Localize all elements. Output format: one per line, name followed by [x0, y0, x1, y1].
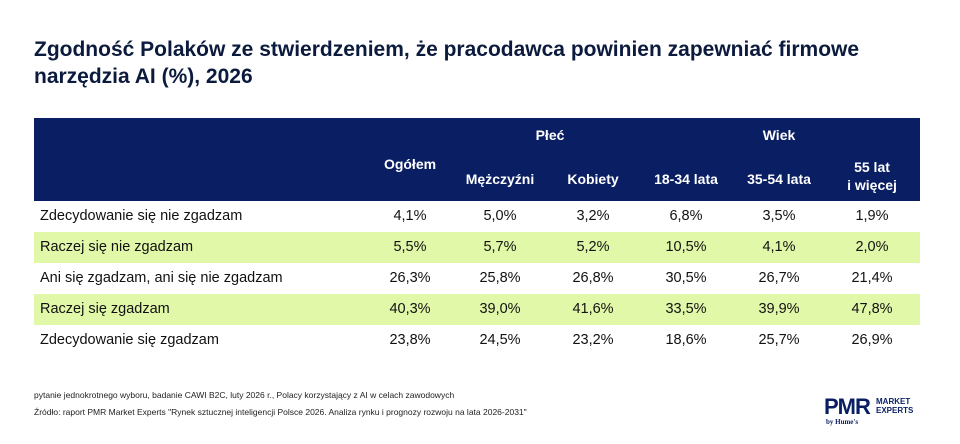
- table-row: Raczej się nie zgadzam 5,5% 5,7% 5,2% 10,5% 4…: [34, 232, 920, 263]
- chart-title: Zgodność Polaków ze stwierdzeniem, że pr…: [34, 38, 860, 88]
- cell-value: 41,6%: [572, 301, 614, 317]
- cell-value: 5,0%: [483, 208, 517, 224]
- cell-value: 40,3%: [389, 301, 431, 317]
- footnote: pytanie jednokrotnego wyboru, badanie CA…: [34, 390, 455, 400]
- cell-value: 4,1%: [762, 239, 796, 255]
- table-header: Płeć Wiek Ogółem Mężczyźni Kobiety 18-34…: [34, 118, 920, 201]
- cell-value: 1,9%: [855, 208, 889, 224]
- table-row: Zdecydowanie się nie zgadzam 4,1% 5,0% 3,2%…: [34, 201, 920, 232]
- cell-value: 5,5%: [393, 239, 427, 255]
- row-label: Zdecydowanie się zgadzam: [40, 332, 219, 348]
- cell-value: 23,2%: [572, 332, 614, 348]
- col-header-line1: 55 lat: [854, 159, 890, 175]
- cell-value: 4,1%: [393, 208, 427, 224]
- row-label: Ani się zgadzam, ani się nie zgadzam: [40, 270, 283, 286]
- data-table: Płeć Wiek Ogółem Mężczyźni Kobiety 18-34…: [34, 118, 920, 356]
- cell-value: 21,4%: [851, 270, 893, 286]
- cell-value: 26,3%: [389, 270, 431, 286]
- table-row: Raczej się zgadzam 40,3% 39,0% 41,6% 33,5% 39…: [34, 294, 920, 325]
- cell-value: 23,8%: [389, 332, 431, 348]
- cell-value: 26,8%: [572, 270, 614, 286]
- col-header-line2: i więcej: [847, 177, 897, 193]
- cell-value: 25,7%: [758, 332, 800, 348]
- logo-by: by Hume's: [826, 418, 859, 426]
- cell-value: 39,9%: [758, 301, 800, 317]
- logo-sub: MARKET EXPERTS: [876, 397, 913, 415]
- cell-value: 39,0%: [479, 301, 521, 317]
- cell-value: 24,5%: [479, 332, 521, 348]
- table-row: Zdecydowanie się zgadzam 23,8% 24,5% 23,2% 1…: [34, 325, 920, 356]
- cell-value: 33,5%: [665, 301, 707, 317]
- cell-value: 3,5%: [762, 208, 796, 224]
- cell-value: 2,0%: [855, 239, 889, 255]
- pmr-logo: PMR MARKET EXPERTS by Hume's: [824, 394, 913, 426]
- col-header: Ogółem: [383, 156, 437, 172]
- cell-value: 26,7%: [758, 270, 800, 286]
- col-header: Kobiety: [567, 171, 619, 187]
- logo-sub1: MARKET: [876, 397, 911, 406]
- cell-value: 47,8%: [851, 301, 893, 317]
- cell-value: 6,8%: [669, 208, 703, 224]
- col-header: 35-54 lata: [747, 171, 811, 187]
- cell-value: 3,2%: [576, 208, 610, 224]
- col-header: 18-34 lata: [654, 171, 718, 187]
- logo-sub2: EXPERTS: [876, 406, 914, 415]
- group-header-wiek: Wiek: [762, 127, 796, 143]
- cell-value: 10,5%: [665, 239, 707, 255]
- row-label: Raczej się nie zgadzam: [40, 239, 194, 255]
- col-header: Mężczyźni: [465, 171, 535, 187]
- logo-main: PMR: [824, 394, 871, 419]
- table-row: Ani się zgadzam, ani się nie zgadzam 26,3…: [34, 263, 920, 294]
- group-header-plec: Płeć: [535, 127, 565, 143]
- row-label: Zdecydowanie się nie zgadzam: [40, 208, 243, 224]
- cell-value: 26,9%: [851, 332, 893, 348]
- cell-value: 30,5%: [665, 270, 707, 286]
- col-header: 55 lat i więcej: [847, 158, 897, 194]
- source-note: Źródło: raport PMR Market Experts "Rynek…: [34, 407, 527, 417]
- cell-value: 5,7%: [483, 239, 517, 255]
- cell-value: 18,6%: [665, 332, 707, 348]
- cell-value: 25,8%: [479, 270, 521, 286]
- cell-value: 5,2%: [576, 239, 610, 255]
- row-label: Raczej się zgadzam: [40, 301, 170, 317]
